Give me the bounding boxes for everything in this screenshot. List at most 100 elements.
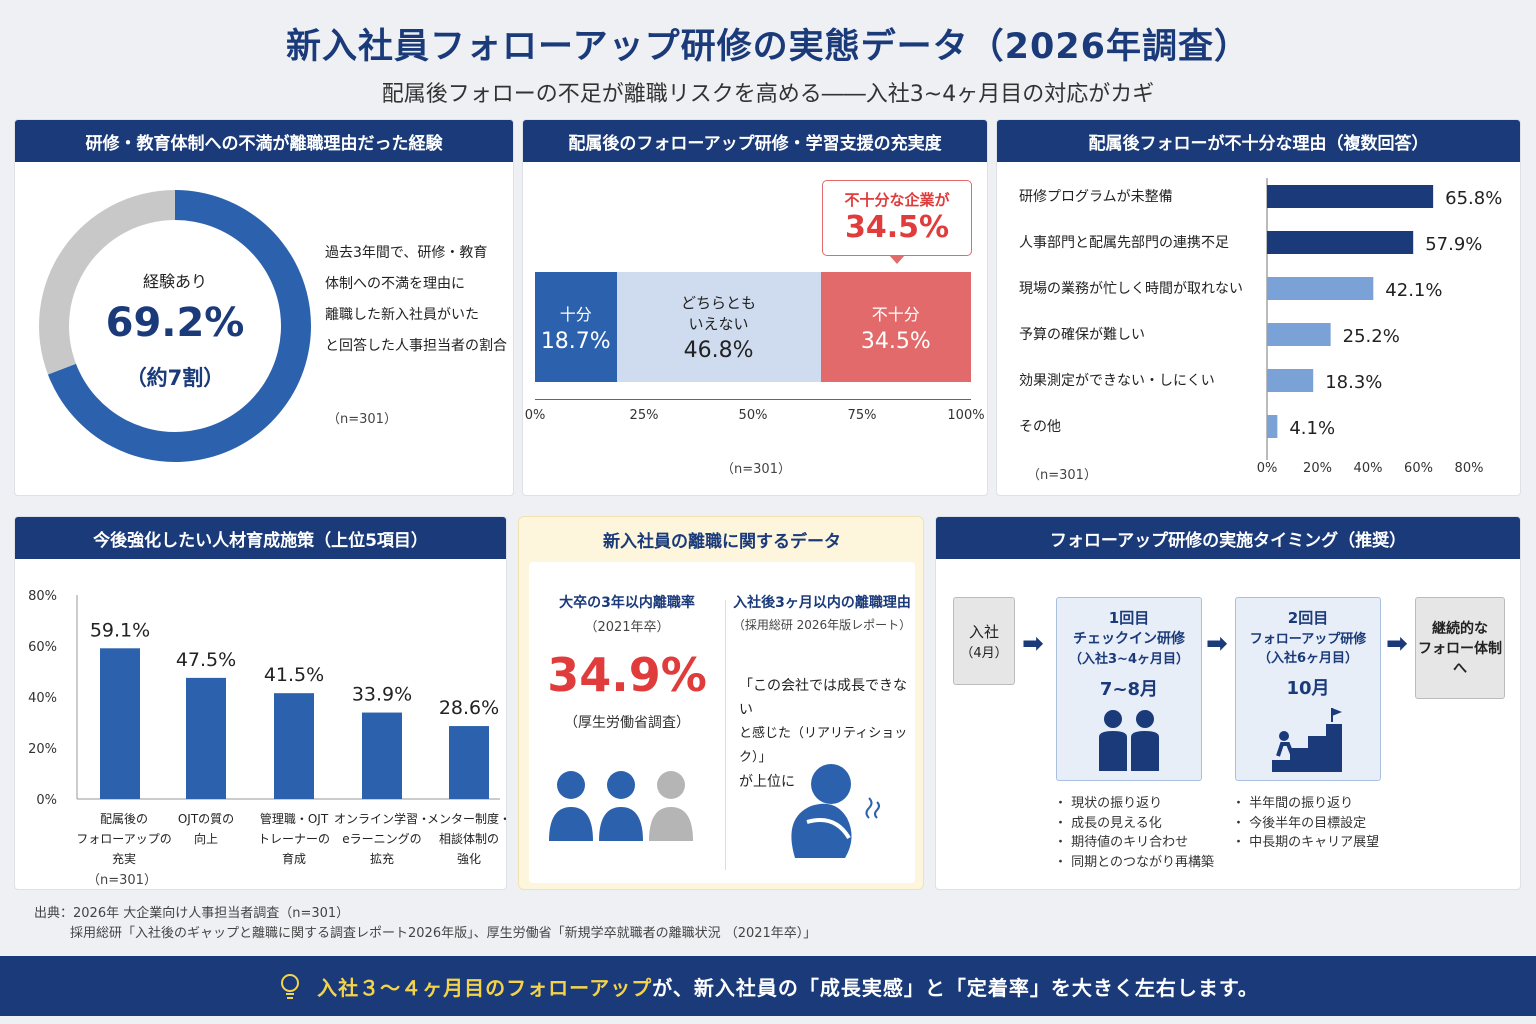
donut-center-sub: （約7割） (125, 366, 225, 390)
value-label: 42.1% (1385, 280, 1442, 301)
category-label: 配属後の (100, 812, 148, 826)
category-label: 効果測定ができない・しにくい (1019, 373, 1215, 389)
category-label: その他 (1019, 419, 1061, 435)
segment-value: 18.7% (540, 328, 611, 354)
bullet-item: ・ 中長期のキャリア展望 (1232, 835, 1380, 850)
resignation-reason-source: （採用総研 2026年版レポート） (732, 618, 912, 632)
donut-slice-other (38, 190, 175, 375)
turnover-rate-value: 34.9% (547, 648, 707, 702)
value-label: 18.3% (1325, 372, 1382, 393)
step-title: 2回目 (1287, 609, 1329, 627)
step-subtitle: （入社3~4ヶ月目） (1069, 652, 1189, 667)
desc-line: 離職した新入社員がいた (325, 307, 479, 323)
panel-header: フォローアップ研修の実施タイミング（推奨） (936, 517, 1520, 559)
checkin-bullets: ・ 現状の振り返り ・ 成長の見える化 ・ 期待値のキリ合わせ ・ 同期とのつな… (1054, 794, 1214, 872)
resignation-reason-title: 入社後3ヶ月以内の離職理由 (733, 595, 911, 611)
donut-chart (38, 190, 311, 463)
step-label: 入社 (968, 623, 999, 641)
panel-measures: 今後強化したい人材育成施策（上位5項目） 80% 60% 40% 20% 0% 59.1%… (14, 516, 507, 890)
distressed-person-icon (791, 764, 880, 858)
donut-center-value: 69.2% (105, 300, 245, 346)
turnover-rate-year: （2021年卒） (584, 620, 670, 635)
arrow-right-icon: ➡ (1206, 629, 1228, 659)
callout-text: 不十分な企業が (844, 191, 950, 209)
step-time: 10月 (1286, 678, 1330, 699)
value-label: 57.9% (1425, 234, 1482, 255)
segment-label: いえない (688, 314, 749, 333)
bar (274, 693, 314, 799)
category-label: 相談体制の (439, 831, 499, 846)
value-label: 28.6% (439, 697, 499, 719)
turnover-rate-source: （厚生労働省調査） (564, 715, 690, 731)
panel-header: 新入社員の離職に関するデータ (603, 532, 841, 552)
category-label: 予算の確保が難しい (1019, 327, 1145, 343)
stairs-flag-icon (1272, 708, 1342, 772)
tick-label: 80% (1455, 461, 1484, 476)
segment-sufficient: 十分 18.7% (535, 272, 617, 382)
category-label: オンライン学習・ (334, 811, 430, 826)
step-checkin: 1回目 チェックイン研修 （入社3~4ヶ月目） 7~8月 (1056, 597, 1202, 781)
step-label: 継続的な (1432, 621, 1488, 637)
tick-label: 40% (1354, 461, 1383, 476)
sample-size: （n=301） (721, 462, 791, 477)
category-label: OJTの質の (178, 811, 234, 826)
value-label: 65.8% (1445, 188, 1502, 209)
category-label: フォローアップの (76, 832, 172, 846)
x-axis-line (535, 399, 971, 400)
bar (362, 712, 402, 799)
bullet-item: ・ 成長の見える化 (1054, 815, 1162, 831)
panel-header: 今後強化したい人材育成施策（上位5項目） (15, 517, 506, 559)
category-label: 研修プログラムが未整備 (1019, 189, 1173, 205)
segment-label: 不十分 (871, 304, 920, 324)
tick-label: 50% (738, 408, 768, 423)
horizontal-bar-chart: 研修プログラムが未整備 65.8% 人事部門と配属先部門の連携不足 57.9% 現場の業… (1019, 178, 1502, 476)
category-label: トレーナーの (258, 832, 330, 846)
tick-label: 40% (28, 691, 57, 706)
tick-label: 0% (1257, 461, 1278, 476)
category-label: 現場の業務が忙しく時間が取れない (1019, 281, 1243, 297)
panel-support-level: 配属後のフォローアップ研修・学習支援の充実度 不十分な企業が 34.5% 十分 … (522, 119, 988, 496)
segment-neutral: どちらとも いえない 46.8% (616, 272, 821, 382)
value-label: 47.5% (176, 649, 236, 671)
step-title: 1回目 (1108, 609, 1150, 627)
step-continuous: 継続的な フォロー体制 へ (1415, 597, 1505, 699)
stacked-bar: 十分 18.7% どちらとも いえない 46.8% 不十分 34.5% (535, 272, 971, 382)
bullet-item: ・ 半年間の振り返り (1232, 796, 1354, 811)
footer-highlight: 入社３～４ヶ月目のフォローアップ (317, 975, 653, 1000)
bar (1267, 369, 1314, 392)
callout-value: 34.5% (844, 210, 950, 245)
panel-reasons: 配属後フォローが不十分な理由（複数回答） 研修プログラムが未整備 65.8% 人事部… (996, 119, 1521, 496)
people-icon (549, 771, 693, 841)
bullet-item: ・ 同期とのつながり再構築 (1054, 854, 1215, 870)
step-label: （4月） (960, 646, 1008, 661)
value-label: 4.1% (1289, 418, 1335, 439)
value-label: 33.9% (352, 684, 412, 706)
panel-header: 配属後のフォローアップ研修・学習支援の充実度 (523, 120, 987, 162)
value-label: 41.5% (264, 664, 324, 686)
bar (1267, 323, 1331, 346)
step-joining: 入社 （4月） (953, 597, 1015, 685)
desc-line: と回答した人事担当者の割合 (325, 338, 507, 354)
bullet-item: ・ 現状の振り返り (1054, 796, 1163, 811)
tick-label: 20% (28, 742, 57, 757)
category-label: 向上 (194, 831, 218, 846)
quote-line: と感じた（リアリティショック）」 (739, 726, 908, 765)
value-label: 25.2% (1343, 326, 1400, 347)
step-subtitle: （入社6ヶ月目） (1257, 651, 1359, 666)
footer-banner: 入社３～４ヶ月目のフォローアップ が、新入社員の「成長実感」と「定着率」を大きく… (0, 956, 1536, 1016)
bar (1267, 185, 1434, 208)
panel-dissatisfaction: 研修・教育体制への不満が離職理由だった経験 経験あり 69.2% （約7割） 過… (14, 119, 514, 496)
segment-value: 46.8% (683, 337, 754, 363)
segment-label: どちらとも (681, 293, 757, 312)
step-time: 7~8月 (1099, 679, 1159, 700)
bullet-item: ・ 今後半年の目標設定 (1232, 815, 1367, 831)
followup-bullets: ・ 半年間の振り返り ・ 今後半年の目標設定 ・ 中長期のキャリア展望 (1232, 794, 1379, 853)
step-followup: 2回目 フォローアップ研修 （入社6ヶ月目） 10月 (1235, 597, 1381, 781)
tick-label: 20% (1303, 461, 1332, 476)
sample-size: （n=301） (327, 412, 397, 427)
page-subtitle: 配属後フォローの不足が離職リスクを高める――入社3~4ヶ月目の対応がカギ (381, 82, 1155, 107)
arrow-right-icon: ➡ (1386, 629, 1408, 659)
meeting-people-icon (1099, 710, 1159, 771)
desc-line: 過去3年間で、研修・教育 (325, 245, 488, 261)
